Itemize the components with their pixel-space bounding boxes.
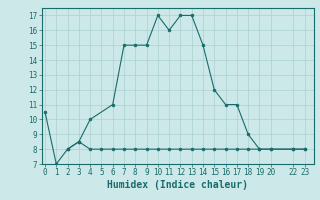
X-axis label: Humidex (Indice chaleur): Humidex (Indice chaleur)	[107, 180, 248, 190]
